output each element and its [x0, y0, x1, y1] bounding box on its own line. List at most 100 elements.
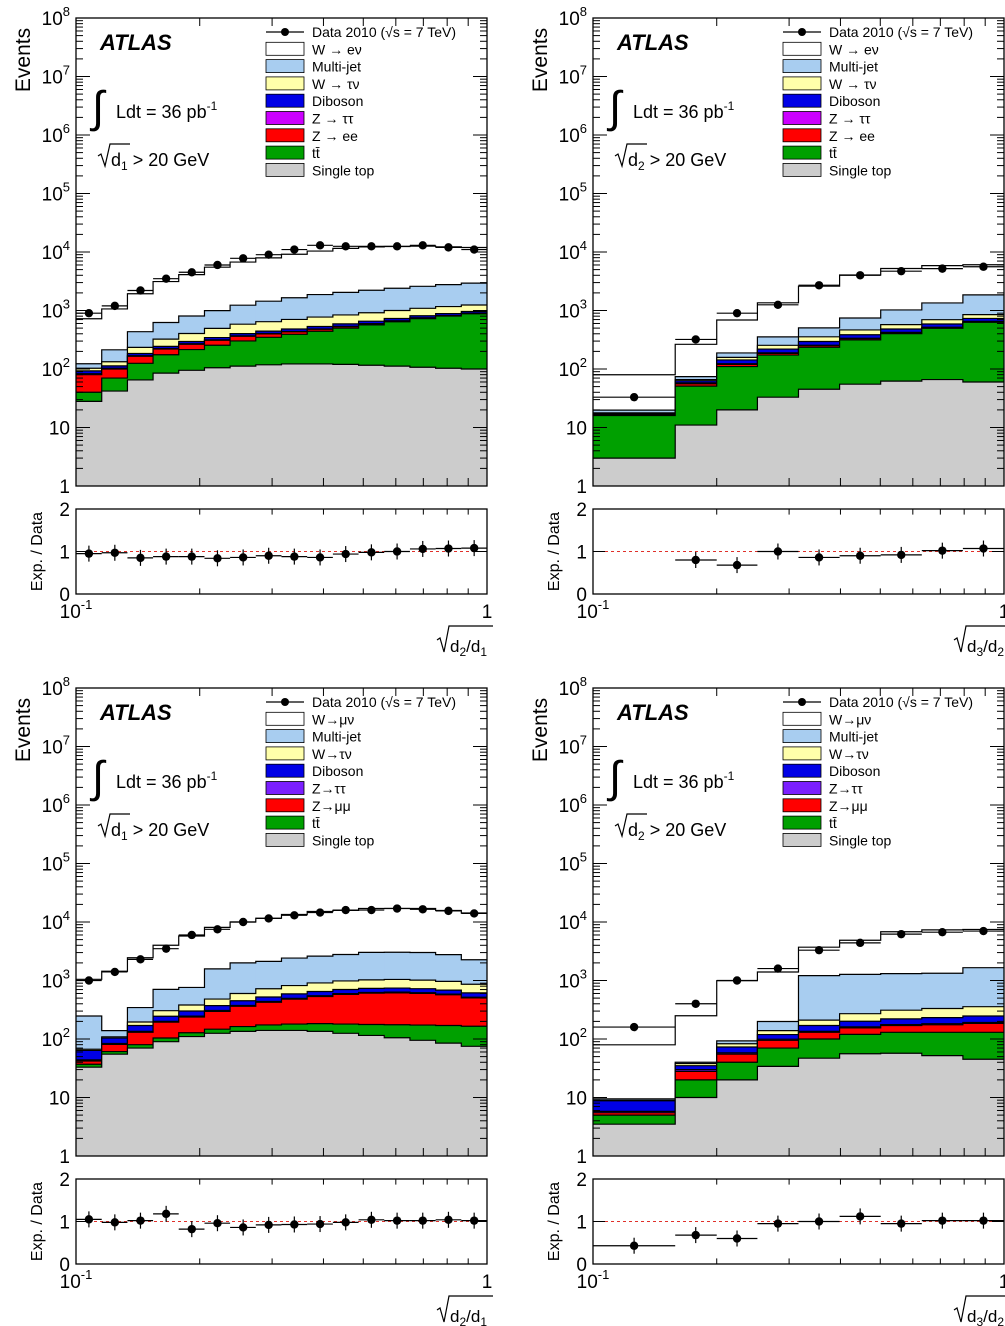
lumi-label: Ldt = 36 pb-1: [116, 769, 218, 792]
stack-outline-0: [76, 1029, 487, 1068]
ratio-point: [732, 1234, 742, 1243]
legend-label: Z→μμ: [829, 798, 868, 814]
ratio-point: [392, 1216, 402, 1225]
y-tick-label: 103: [559, 297, 587, 323]
ratio-point: [938, 1216, 947, 1225]
stack-bar-Singletop-5: [839, 1053, 882, 1156]
data-point: [341, 242, 350, 251]
stack-bar-Singletop-5: [204, 1033, 231, 1156]
legend-swatch: [265, 59, 305, 73]
legend-label: Z→ττ: [312, 781, 346, 797]
y-tick-label: 1: [59, 1147, 70, 1168]
y-tick-label: 104: [42, 908, 70, 934]
lumi-label: Ldt = 36 pb-1: [633, 769, 735, 792]
stack-bar-Singletop-9: [307, 363, 334, 486]
ratio-y-axis-label: Exp. / Data: [546, 512, 563, 591]
ratio-point: [691, 1230, 700, 1240]
y-tick-label: 10: [49, 1089, 70, 1110]
data-point: [444, 906, 453, 916]
legend-label: Multi-jet: [312, 59, 361, 75]
stack-outline-1: [593, 321, 1004, 417]
data-point: [938, 264, 947, 273]
stack-bar-Singletop-8: [281, 363, 308, 486]
x-tick-label: 10-1: [577, 597, 610, 623]
data-point: [732, 308, 742, 318]
stack-bar-Singletop-4: [178, 370, 205, 486]
ratio-point: [290, 1220, 299, 1229]
ratio-point: [187, 552, 196, 561]
stack-bar-Singletop-11: [358, 365, 385, 486]
stack-outline-2: [593, 321, 1004, 416]
data-point: [290, 245, 299, 254]
ratio-point: [979, 1216, 988, 1225]
legend-marker-dot: [281, 28, 289, 36]
y-tick-label: 10: [566, 419, 587, 440]
atlas-label: ATLAS: [99, 700, 172, 725]
legend-label: W → τν: [829, 76, 877, 92]
ratio-point: [897, 550, 906, 560]
legend-swatch: [782, 711, 822, 726]
data-point: [855, 271, 865, 280]
data-point: [136, 286, 145, 295]
y-tick-label: 105: [42, 180, 70, 206]
data-point: [691, 335, 700, 344]
x-tick-label: 10-1: [60, 597, 93, 623]
y-tick-label: 1: [576, 477, 587, 498]
stack-bar-Singletop-5: [204, 367, 231, 486]
cut-sqrt-sign: [97, 143, 130, 169]
ratio-point: [469, 1216, 479, 1225]
x-tick-label: 1: [482, 1272, 493, 1293]
data-point: [341, 905, 350, 915]
legend-label: Diboson: [312, 763, 363, 779]
ratio-y-tick-label: 0: [59, 585, 70, 606]
ratio-point: [341, 1218, 350, 1227]
legend-label: Multi-jet: [829, 59, 878, 75]
y-tick-label: 102: [559, 1025, 587, 1051]
legend-label: W→μν: [312, 711, 354, 727]
legend-label: W → τν: [312, 76, 360, 92]
legend-swatch: [782, 111, 822, 125]
legend-swatch: [265, 798, 305, 813]
y-tick-label: 105: [559, 180, 587, 206]
data-point: [264, 250, 273, 259]
data-point: [444, 243, 453, 252]
y-tick-label: 106: [559, 121, 587, 147]
legend-label: Z → ττ: [312, 111, 354, 127]
legend-swatch: [782, 763, 822, 778]
ratio-y-axis-label: Exp. / Data: [29, 1182, 46, 1261]
data-point: [110, 301, 120, 311]
atlas-label: ATLAS: [616, 700, 689, 725]
data-point: [938, 927, 947, 937]
ratio-y-tick-label: 2: [59, 500, 70, 521]
legend-swatch: [782, 781, 822, 795]
stack-bar-Singletop-1: [101, 1054, 128, 1156]
stack-outline-3: [593, 1021, 1004, 1112]
legend-label: Multi-jet: [829, 729, 878, 745]
ratio-point: [444, 1215, 453, 1224]
data-point: [187, 268, 196, 277]
legend-swatch: [265, 128, 305, 143]
stack-outline-6: [593, 967, 1004, 1100]
legend-label: Diboson: [829, 763, 880, 779]
integral-sign: ∫: [606, 83, 624, 132]
atlas-label: ATLAS: [99, 30, 172, 55]
ratio-point: [418, 1216, 427, 1225]
legend-swatch: [782, 59, 822, 73]
x-tick-label: 1: [999, 1272, 1005, 1293]
data-point: [469, 245, 479, 254]
stack-bar-Singletop-0: [593, 458, 676, 486]
ratio-point: [264, 551, 273, 560]
legend-label: W→μν: [829, 711, 871, 727]
stack-outline-6: [76, 951, 487, 1032]
data-point: [264, 914, 273, 923]
stack-bar-Singletop-12: [384, 366, 411, 486]
stack-outline-7: [76, 245, 487, 320]
y-tick-label: 104: [559, 908, 587, 934]
cut-sqrt-sign: [614, 813, 647, 839]
stack-bar-Singletop-13: [409, 1040, 437, 1156]
stack-area: [76, 907, 487, 1156]
data-point: [161, 274, 171, 283]
legend-swatch: [265, 781, 305, 795]
legend-label: Z → ee: [312, 128, 358, 144]
